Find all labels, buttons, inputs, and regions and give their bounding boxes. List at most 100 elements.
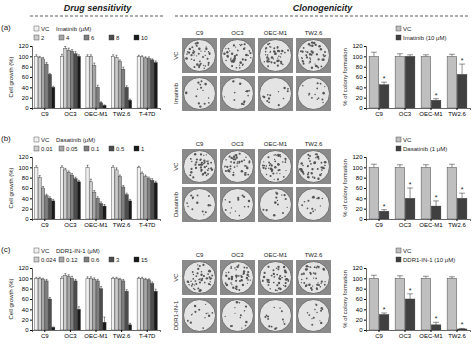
tick-label: C9 [375,111,383,117]
error-bar [126,193,128,195]
tick-label: 80 [356,286,363,292]
colony [273,58,274,59]
colony [243,267,245,269]
bar [379,315,389,331]
colony [227,56,229,58]
tick-mark [30,108,32,109]
error-bar [74,52,76,54]
plate-image [220,298,255,333]
colony [267,60,269,62]
colony [225,170,227,172]
tick-mark [70,219,71,221]
tick: 120 [352,154,366,160]
colony [230,266,231,267]
colony [239,302,241,304]
colony [187,280,189,282]
error-bar [151,282,153,284]
colony [196,55,197,56]
colony [320,322,322,324]
legend-title: Imatinib (μM) [56,26,91,32]
legend-label: 0.6 [91,257,100,263]
colony [310,172,312,174]
bar [395,56,405,108]
tick-label: 0 [359,216,363,222]
colony [268,101,270,103]
legend-label: 6 [91,35,95,41]
colony [268,284,270,286]
colony [206,160,208,162]
colony [270,61,272,63]
colony [321,169,322,170]
colony [230,267,232,269]
colony [243,48,245,50]
colony [246,90,248,92]
tick-mark [364,289,366,290]
bar [122,281,125,330]
colony [285,170,286,171]
plate-background [258,187,293,222]
error-bar [141,277,143,278]
error-bar [97,279,99,281]
tick-mark [30,178,32,179]
error-bar [93,191,95,193]
colony [240,279,242,281]
tick: 40 [22,85,32,91]
error-bar [116,55,118,57]
colony [317,197,320,200]
colony [203,155,204,156]
colony [314,161,317,164]
colony [190,168,192,170]
significance: * [435,315,438,322]
legend-title: DDR1-IN-1 (μM) [56,248,100,254]
error-bar [397,276,403,279]
tick: OEC-M1 [84,219,108,228]
colony [247,174,249,176]
error-bar [407,55,413,57]
legend-label: 0.024 [41,257,57,263]
colony [206,277,208,279]
plate-background [258,76,293,111]
tick-label: C9 [41,111,49,117]
colony [225,272,226,273]
colony [317,282,318,283]
significance: * [461,186,464,193]
colony [247,273,248,274]
colony [281,310,283,312]
colony [194,153,196,155]
tick-label: C9 [41,222,49,228]
colony [192,198,194,200]
colony [204,317,205,318]
colony [313,162,316,165]
colony [237,199,239,201]
colony [244,173,246,175]
plate-background [182,187,217,222]
colony [274,159,275,160]
colony [263,96,265,98]
legend-label: 0.5 [116,146,125,152]
tick-label: 60 [22,74,29,80]
tick-mark [96,219,97,221]
colony [197,194,199,196]
colony [248,200,250,202]
tick: OC3 [64,330,77,339]
well [222,300,254,332]
bar [70,175,73,219]
bar [115,170,118,219]
error-bar [129,199,131,201]
bar [96,281,99,330]
tick: 40 [22,196,32,202]
error-bar [449,277,455,279]
tick-label: T-47D [139,111,156,117]
error-bar [381,82,387,85]
bar [64,170,67,219]
bar [103,322,106,330]
colony [310,50,312,52]
colony [306,51,308,53]
tick-mark [364,87,366,88]
plate-background [258,260,293,295]
tick: 80 [356,286,366,292]
colony [284,161,286,163]
colony [247,279,249,281]
colony [274,179,275,180]
colony [324,284,326,286]
